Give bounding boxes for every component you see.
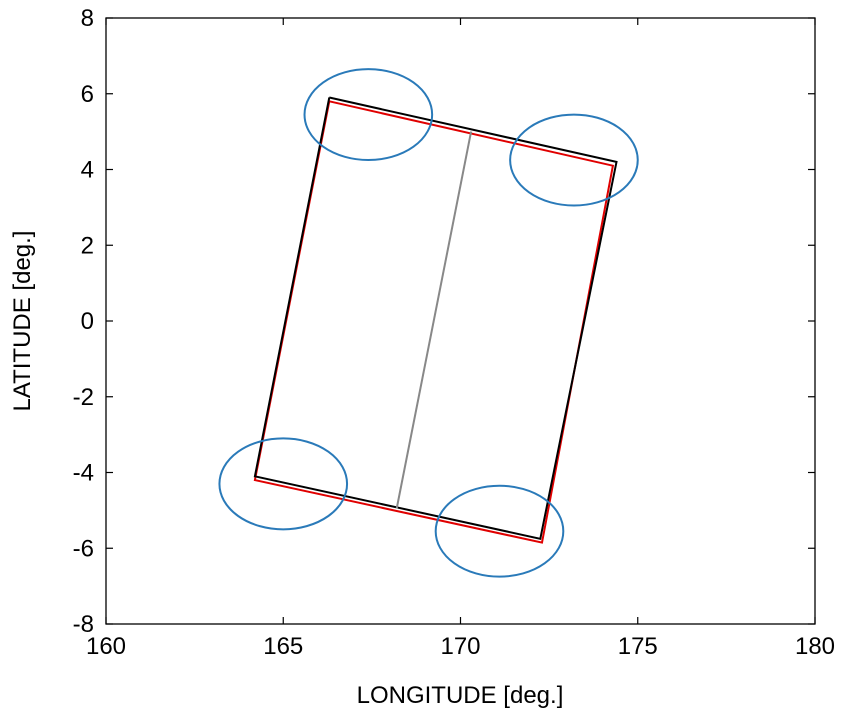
y-tick-label: 4 bbox=[81, 157, 94, 184]
series-line bbox=[253, 96, 618, 540]
highlight-ellipse bbox=[509, 113, 639, 207]
x-tick-label: 180 bbox=[795, 633, 835, 660]
y-tick-label: 8 bbox=[81, 5, 94, 32]
axis-ticks bbox=[105, 17, 816, 625]
tick-labels: 160 165 170 175 180 -8 -6 -4 -2 0 2 4 6 8 bbox=[73, 5, 835, 660]
highlight-ellipse bbox=[434, 484, 565, 578]
x-tick-label: 160 bbox=[86, 633, 126, 660]
y-tick-label: -4 bbox=[73, 460, 94, 487]
y-tick-label: -6 bbox=[73, 535, 94, 562]
plot-frame bbox=[105, 17, 816, 625]
y-tick-label: 6 bbox=[81, 81, 94, 108]
y-axis-title: LATITUDE [deg.] bbox=[9, 231, 36, 412]
y-tick-label: 2 bbox=[81, 232, 94, 259]
x-tick-label: 175 bbox=[618, 633, 658, 660]
series-layer bbox=[253, 96, 618, 544]
series-line bbox=[395, 131, 473, 509]
y-tick-label: 0 bbox=[81, 308, 94, 335]
y-tick-label: -8 bbox=[73, 611, 94, 638]
highlight-ellipse bbox=[218, 437, 349, 531]
annotation-layer bbox=[218, 68, 639, 578]
x-tick-label: 170 bbox=[440, 633, 480, 660]
highlight-ellipse bbox=[303, 68, 434, 162]
x-tick-label: 165 bbox=[263, 633, 303, 660]
x-axis-title: LONGITUDE [deg.] bbox=[357, 682, 564, 709]
y-tick-label: -2 bbox=[73, 384, 94, 411]
